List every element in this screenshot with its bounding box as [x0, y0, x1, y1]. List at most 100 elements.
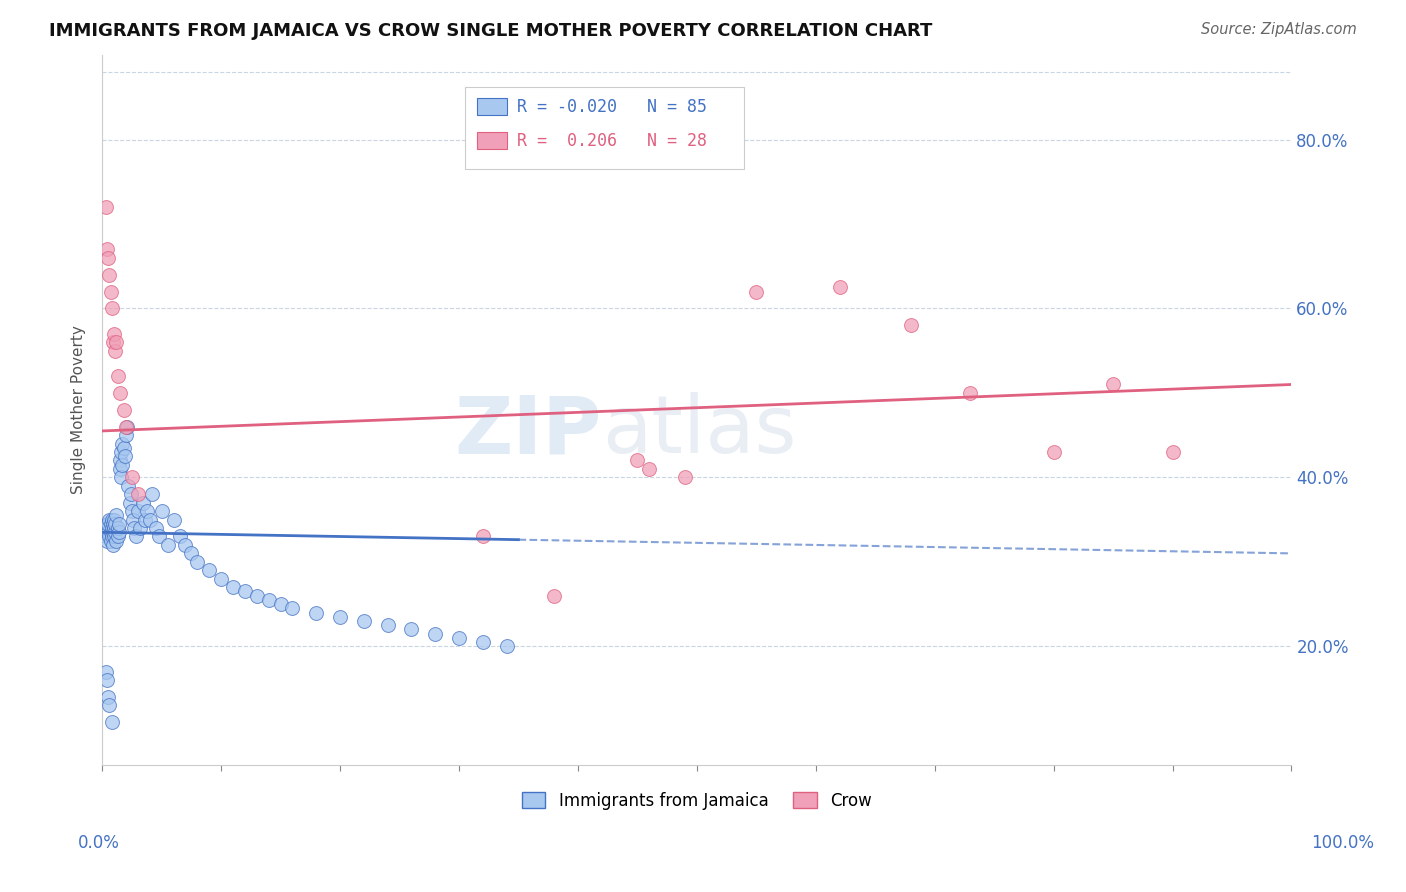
- Text: Source: ZipAtlas.com: Source: ZipAtlas.com: [1201, 22, 1357, 37]
- Point: [108, 525, 131, 540]
- Point: [120, 487, 142, 501]
- Point: [104, 343, 127, 358]
- Point: [98, 513, 121, 527]
- Point: [108, 516, 131, 531]
- Point: [121, 470, 143, 484]
- Point: [94, 665, 117, 679]
- Text: 0.0%: 0.0%: [77, 834, 120, 852]
- Point: [543, 589, 565, 603]
- Point: [94, 521, 117, 535]
- Point: [104, 525, 127, 540]
- Point: [112, 402, 135, 417]
- Point: [745, 285, 768, 299]
- Point: [222, 580, 245, 594]
- Point: [305, 606, 328, 620]
- Point: [134, 513, 156, 527]
- Text: R = -0.020   N = 85: R = -0.020 N = 85: [517, 98, 707, 116]
- Point: [447, 631, 470, 645]
- Point: [103, 326, 125, 341]
- Point: [107, 369, 129, 384]
- Point: [110, 445, 132, 459]
- Point: [329, 609, 352, 624]
- Point: [105, 533, 128, 548]
- Point: [127, 487, 149, 501]
- Point: [209, 572, 232, 586]
- Point: [145, 521, 167, 535]
- Point: [103, 521, 125, 535]
- Point: [97, 521, 120, 535]
- Point: [100, 301, 122, 316]
- Point: [100, 715, 122, 730]
- Point: [148, 529, 170, 543]
- Point: [353, 614, 375, 628]
- Text: atlas: atlas: [602, 392, 796, 470]
- Point: [100, 525, 122, 540]
- Point: [105, 335, 128, 350]
- Point: [100, 533, 122, 548]
- Point: [94, 200, 117, 214]
- Point: [425, 626, 447, 640]
- FancyBboxPatch shape: [465, 87, 744, 169]
- Point: [105, 508, 128, 523]
- Point: [108, 386, 131, 401]
- Point: [101, 525, 124, 540]
- FancyBboxPatch shape: [477, 132, 506, 150]
- Point: [124, 521, 146, 535]
- Point: [96, 243, 118, 257]
- Point: [281, 601, 304, 615]
- Point: [186, 555, 208, 569]
- Point: [1161, 445, 1184, 459]
- Point: [110, 470, 132, 484]
- Point: [107, 529, 129, 543]
- Point: [495, 640, 517, 654]
- Point: [108, 453, 131, 467]
- Point: [626, 453, 648, 467]
- Point: [401, 623, 423, 637]
- Point: [100, 285, 122, 299]
- Point: [103, 513, 125, 527]
- Point: [100, 513, 122, 527]
- Y-axis label: Single Mother Poverty: Single Mother Poverty: [72, 326, 86, 494]
- Point: [127, 504, 149, 518]
- Point: [141, 487, 163, 501]
- Point: [115, 428, 138, 442]
- Point: [471, 529, 494, 543]
- Point: [270, 597, 292, 611]
- Point: [97, 251, 120, 265]
- Point: [122, 513, 145, 527]
- Point: [115, 419, 138, 434]
- Point: [169, 529, 191, 543]
- Point: [131, 496, 153, 510]
- Point: [97, 690, 120, 704]
- Point: [94, 529, 117, 543]
- Point: [162, 513, 184, 527]
- Point: [198, 563, 221, 577]
- Point: [673, 470, 696, 484]
- Point: [124, 529, 146, 543]
- Point: [139, 513, 162, 527]
- Point: [117, 479, 139, 493]
- Point: [180, 546, 202, 560]
- Point: [900, 318, 922, 333]
- Point: [93, 525, 115, 540]
- Point: [104, 516, 127, 531]
- Point: [246, 589, 269, 603]
- Point: [107, 521, 129, 535]
- Point: [150, 504, 173, 518]
- Point: [638, 462, 661, 476]
- Text: 100.0%: 100.0%: [1312, 834, 1374, 852]
- Point: [121, 504, 143, 518]
- Point: [111, 436, 134, 450]
- Point: [118, 496, 141, 510]
- Point: [100, 521, 122, 535]
- Point: [103, 529, 125, 543]
- Point: [156, 538, 179, 552]
- Point: [98, 529, 121, 543]
- Point: [129, 521, 152, 535]
- Point: [115, 419, 138, 434]
- Point: [100, 529, 122, 543]
- Legend: Immigrants from Jamaica, Crow: Immigrants from Jamaica, Crow: [515, 785, 879, 816]
- Point: [1102, 377, 1125, 392]
- Point: [377, 618, 399, 632]
- Point: [96, 533, 118, 548]
